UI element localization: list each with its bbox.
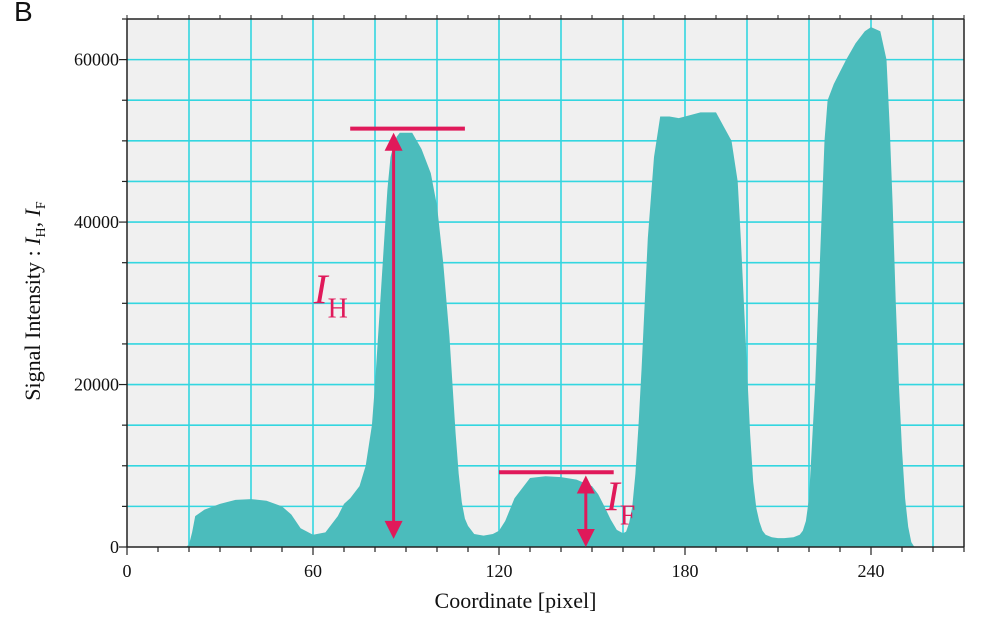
annotation-arrowhead-up — [576, 475, 595, 494]
annotation-label: IF — [605, 474, 636, 531]
annotations: IH IF — [313, 126, 636, 547]
annotation-label: IH — [313, 267, 348, 324]
y-axis-label: Signal Intensity : IH, IF — [20, 201, 49, 401]
annotation-arrowhead-down — [576, 529, 595, 547]
annotation-arrowhead-down — [384, 520, 403, 539]
x-tick-label: 60 — [304, 561, 322, 581]
y-axis-label-i2: I — [20, 207, 45, 217]
y-axis-label-i1: I — [20, 236, 45, 246]
axes — [126, 18, 965, 548]
ticks: 0 60 120 180 240 0 20000 40000 60000 — [74, 15, 965, 581]
y-axis-label-sub1: H — [34, 227, 49, 237]
panel-label: B — [14, 0, 33, 27]
y-tick-label: 0 — [110, 537, 119, 557]
x-axis-label: Coordinate [pixel] — [435, 588, 597, 613]
y-tick-label: 60000 — [74, 50, 119, 70]
x-tick-label: 240 — [858, 561, 885, 581]
y-axis-label-main: Signal Intensity : — [20, 245, 45, 401]
x-tick-label: 120 — [486, 561, 513, 581]
y-axis-label-sep: , — [20, 216, 45, 227]
y-tick-label: 20000 — [74, 375, 119, 395]
y-axis-label-sub2: F — [34, 201, 49, 209]
x-tick-label: 0 — [123, 561, 132, 581]
x-tick-label: 180 — [672, 561, 699, 581]
annotation-arrowhead-up — [384, 132, 403, 151]
y-tick-label: 40000 — [74, 212, 119, 232]
signal-area — [185, 27, 915, 548]
